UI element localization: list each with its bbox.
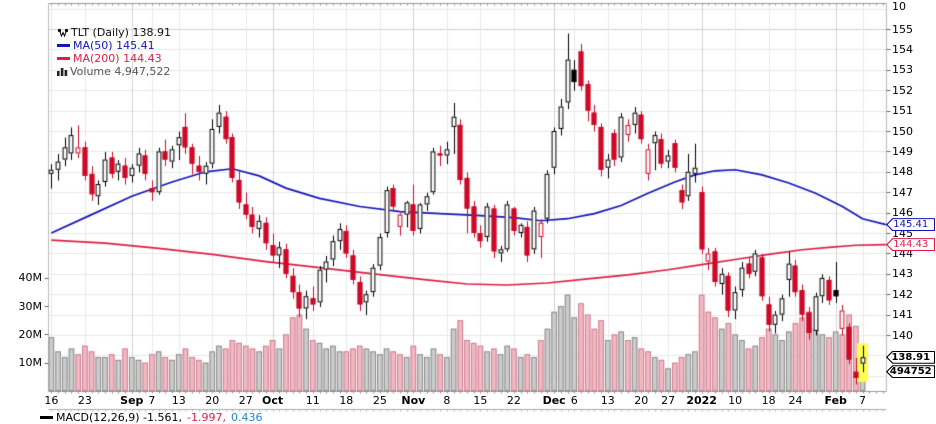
date-axis-label: 27 bbox=[238, 394, 253, 407]
ma200-line-swatch-icon bbox=[57, 57, 70, 60]
date-axis-label: 20 bbox=[634, 394, 649, 407]
date-axis-label: 20 bbox=[205, 394, 220, 407]
macd-line-swatch-icon bbox=[40, 416, 53, 419]
date-axis-label: 25 bbox=[372, 394, 387, 407]
date-axis-label: 27 bbox=[661, 394, 676, 407]
ma50-label: MA(50) 145.41 bbox=[73, 39, 155, 52]
legend-ma50-row: MA(50) 145.41 bbox=[57, 39, 171, 52]
date-axis-label: 6 bbox=[570, 394, 578, 407]
date-axis-label: 2022 bbox=[686, 394, 717, 407]
price-axis-label: 150 bbox=[892, 124, 913, 138]
price-axis-label: 148 bbox=[892, 165, 913, 179]
date-axis-label: Feb bbox=[824, 394, 847, 407]
legend-ma200-row: MA(200) 144.43 bbox=[57, 52, 171, 65]
volume-label: Volume 4,947,522 bbox=[70, 65, 171, 78]
macd-signal-value: -1.997, bbox=[187, 411, 226, 424]
date-axis-label: Dec bbox=[542, 394, 566, 407]
date-axis-label: 18 bbox=[339, 394, 354, 407]
date-axis-label: 15 bbox=[473, 394, 488, 407]
price-axis-label: 153 bbox=[892, 63, 913, 77]
date-axis-label: 8 bbox=[443, 394, 451, 407]
date-axis-label: Sep bbox=[120, 394, 144, 407]
legend-volume-row: Volume 4,947,522 bbox=[57, 65, 171, 78]
volume-axis-label: 30M bbox=[18, 299, 43, 313]
date-axis-label: 24 bbox=[788, 394, 803, 407]
date-axis-label: 18 bbox=[761, 394, 776, 407]
date-axis-label: 13 bbox=[171, 394, 186, 407]
price-axis-label: 142 bbox=[892, 287, 913, 301]
date-axis-label: 10 bbox=[728, 394, 743, 407]
ma200-tag: 144.43 bbox=[886, 238, 935, 252]
legend-title-row: TLT (Daily) 138.91 bbox=[57, 26, 171, 39]
date-axis-label: 16 bbox=[44, 394, 59, 407]
date-axis-label: 7 bbox=[859, 394, 867, 407]
volume-axis-label: 10M bbox=[18, 356, 43, 370]
macd-legend-row: MACD(12,26,9) -1.561, -1.997, 0.436 bbox=[40, 411, 262, 424]
macd-hist-value: 0.436 bbox=[230, 411, 263, 424]
price-axis-top-label: 10 bbox=[892, 0, 906, 13]
date-axis-label: Nov bbox=[401, 394, 426, 407]
date-axis-label: 11 bbox=[305, 394, 320, 407]
date-axis-label: 23 bbox=[77, 394, 92, 407]
price-axis-label: 141 bbox=[892, 308, 913, 322]
price-axis-label: 143 bbox=[892, 267, 913, 281]
volume-axis-label: 40M bbox=[18, 271, 43, 285]
price-axis-label: 151 bbox=[892, 104, 913, 118]
ma50-tag: 145.41 bbox=[886, 218, 935, 232]
macd-label: MACD(12,26,9) -1.561, bbox=[56, 411, 182, 424]
volume-tag: 494752 bbox=[886, 365, 935, 379]
ma200-label: MA(200) 144.43 bbox=[73, 52, 162, 65]
ma50-line-swatch-icon bbox=[57, 44, 70, 47]
price-axis-label: 155 bbox=[892, 22, 913, 36]
volume-axis-label: 20M bbox=[18, 327, 43, 341]
date-axis-label: 13 bbox=[600, 394, 615, 407]
date-axis-label: 7 bbox=[148, 394, 156, 407]
price-axis-label: 152 bbox=[892, 83, 913, 97]
price-axis-label: 149 bbox=[892, 144, 913, 158]
chart-legend: TLT (Daily) 138.91 MA(50) 145.41 MA(200)… bbox=[57, 26, 171, 78]
volume-bars-icon bbox=[57, 67, 68, 76]
date-axis-label: 22 bbox=[506, 394, 521, 407]
price-axis-label: 140 bbox=[892, 328, 913, 342]
date-axis-label: Oct bbox=[262, 394, 284, 407]
price-axis-label: 154 bbox=[892, 42, 913, 56]
price-axis-label: 146 bbox=[892, 206, 913, 220]
symbol-icon bbox=[57, 28, 69, 38]
price-axis-label: 147 bbox=[892, 185, 913, 199]
last-price-tag: 138.91 bbox=[886, 350, 935, 364]
symbol-title: TLT (Daily) 138.91 bbox=[71, 26, 171, 39]
